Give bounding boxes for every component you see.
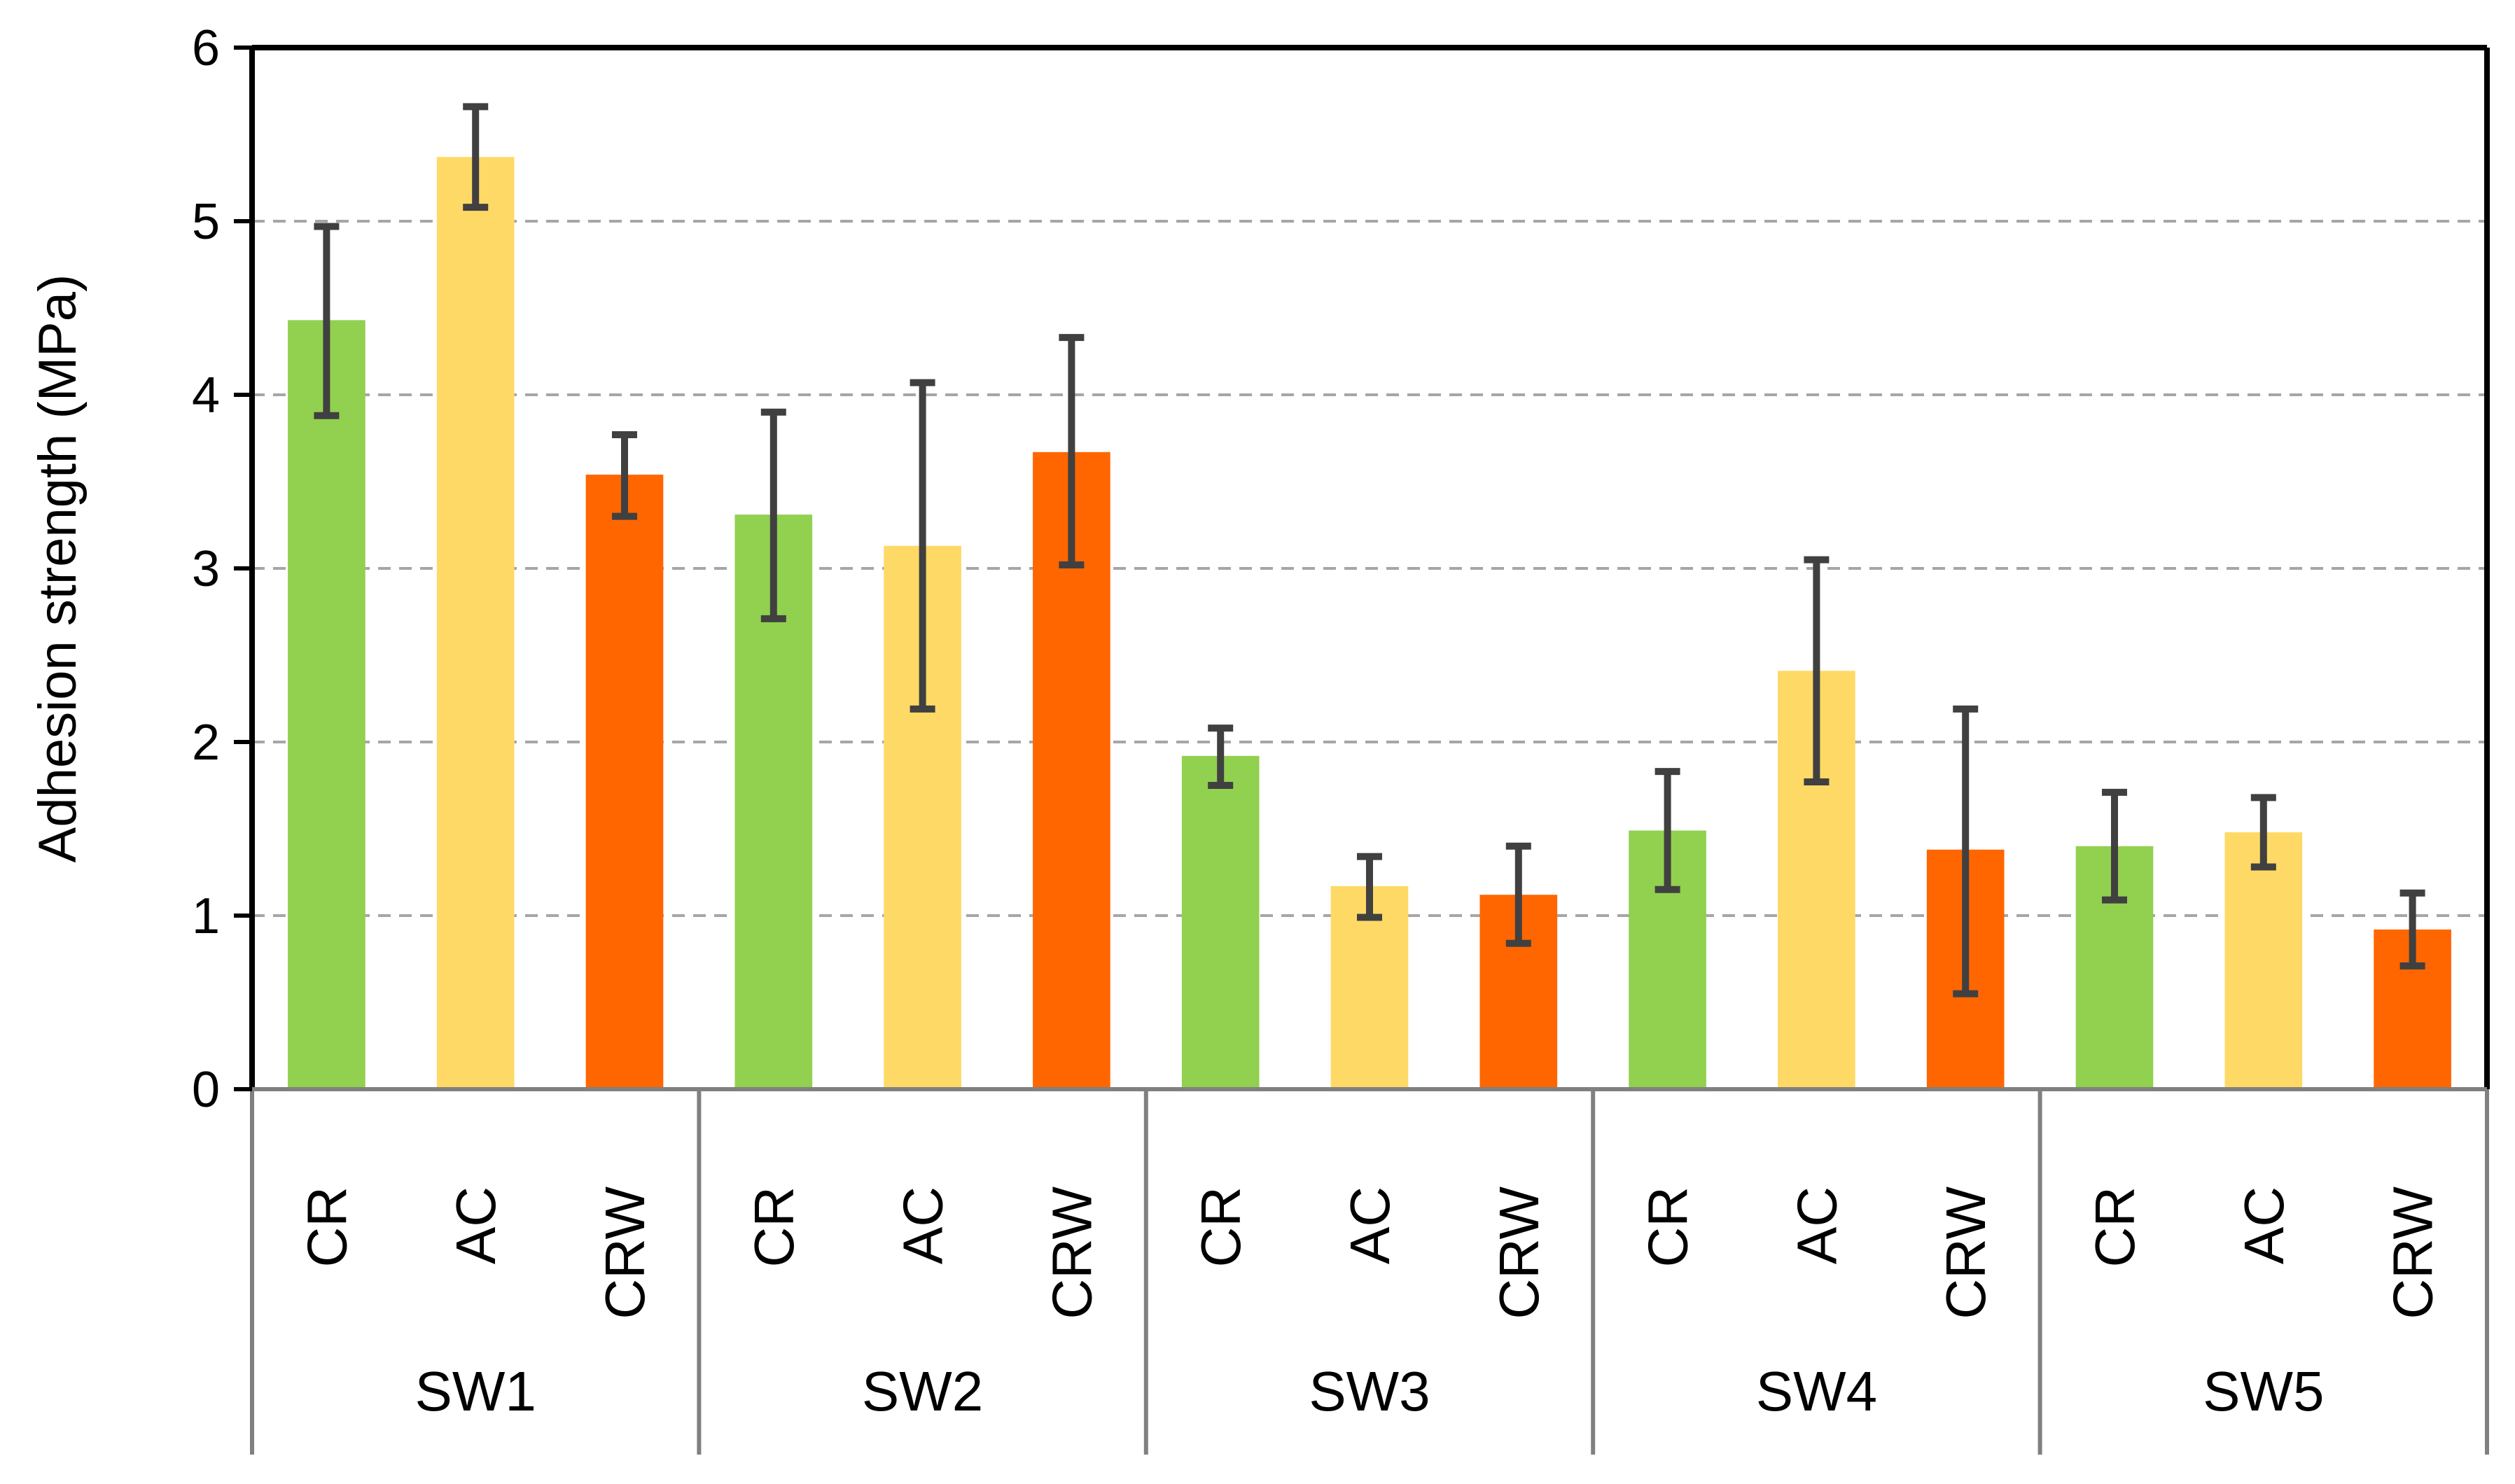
category-label-sw4-ac: AC xyxy=(1785,1186,1848,1264)
y-tick-label-6: 6 xyxy=(192,20,220,76)
category-label-sw5-cr: CR xyxy=(2084,1186,2146,1268)
y-tick-label-1: 1 xyxy=(192,888,220,944)
category-label-sw1-crw: CRW xyxy=(594,1186,656,1320)
bar-sw3-cr xyxy=(1181,755,1260,1089)
category-label-sw2-crw: CRW xyxy=(1040,1186,1103,1320)
bar-sw1-crw xyxy=(585,475,664,1089)
group-label-sw4: SW4 xyxy=(1756,1360,1877,1422)
error-bar-sw2-cr xyxy=(760,408,786,622)
category-label-sw3-cr: CR xyxy=(1190,1186,1252,1268)
category-label-sw5-crw: CRW xyxy=(2382,1186,2444,1320)
group-label-sw3: SW3 xyxy=(1309,1360,1430,1422)
error-bar-sw5-crw xyxy=(2399,889,2425,969)
error-bar-sw2-ac xyxy=(910,379,935,713)
error-bar-sw3-cr xyxy=(1208,724,1234,789)
error-bar-sw4-crw xyxy=(1953,705,1979,997)
category-label-sw1-ac: AC xyxy=(445,1186,507,1264)
error-bar-sw3-ac xyxy=(1357,853,1382,921)
category-label-sw1-cr: CR xyxy=(295,1186,358,1268)
error-bar-sw4-ac xyxy=(1804,556,1830,786)
y-axis-title: Adhesion strength (MPa) xyxy=(28,274,88,863)
y-tick-label-0: 0 xyxy=(192,1062,220,1118)
category-label-sw2-ac: AC xyxy=(892,1186,954,1264)
y-tick-label-2: 2 xyxy=(192,715,220,771)
bar-sw1-ac xyxy=(436,157,515,1090)
error-bar-sw5-cr xyxy=(2102,788,2127,904)
axes xyxy=(234,45,2490,1455)
error-bar-sw1-cr xyxy=(314,223,340,419)
bar-sw5-ac xyxy=(2224,832,2303,1089)
bar-sw1-cr xyxy=(288,320,365,1089)
category-label-sw4-cr: CR xyxy=(1637,1186,1699,1268)
error-bar-sw2-crw xyxy=(1059,334,1085,569)
error-bar-sw5-ac xyxy=(2250,794,2276,871)
error-bar-sw1-crw xyxy=(612,431,637,520)
category-label-sw3-ac: AC xyxy=(1339,1186,1401,1264)
category-label-sw3-crw: CRW xyxy=(1488,1186,1550,1320)
y-tick-label-3: 3 xyxy=(192,541,220,597)
category-label-sw5-ac: AC xyxy=(2233,1186,2295,1264)
category-label-sw4-crw: CRW xyxy=(1935,1186,1997,1320)
error-bar-sw1-ac xyxy=(463,103,489,211)
group-label-sw2: SW2 xyxy=(862,1360,983,1422)
group-label-sw5: SW5 xyxy=(2203,1360,2324,1422)
y-tick-label-4: 4 xyxy=(192,368,220,424)
category-label-sw2-cr: CR xyxy=(743,1186,805,1268)
y-tick-label-5: 5 xyxy=(192,194,220,250)
labels: CR AC CRW SW1 CR AC CRW SW2 CR AC CRW SW3 CR AC CRW SW4… xyxy=(28,20,2444,1422)
error-bar-sw4-cr xyxy=(1654,768,1680,893)
error-bar-sw3-crw xyxy=(1505,842,1531,947)
group-label-sw1: SW1 xyxy=(415,1360,536,1422)
error-bars xyxy=(314,103,2425,997)
